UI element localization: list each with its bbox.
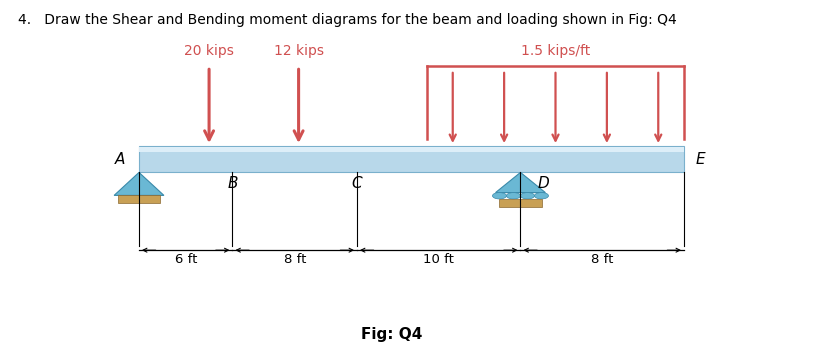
Text: 10 ft: 10 ft: [423, 253, 454, 266]
Circle shape: [520, 192, 534, 199]
Text: B: B: [227, 176, 238, 191]
Circle shape: [506, 192, 520, 199]
Polygon shape: [114, 172, 164, 195]
Text: 4.   Draw the Shear and Bending moment diagrams for the beam and loading shown i: 4. Draw the Shear and Bending moment dia…: [18, 13, 676, 27]
Text: 8 ft: 8 ft: [283, 253, 305, 266]
Text: 12 kips: 12 kips: [274, 43, 324, 57]
Bar: [117, 195, 161, 203]
Text: E: E: [695, 151, 704, 167]
Text: 8 ft: 8 ft: [590, 253, 613, 266]
Text: 20 kips: 20 kips: [184, 43, 233, 57]
Bar: [139, 147, 683, 152]
Text: 6 ft: 6 ft: [174, 253, 197, 266]
Bar: [499, 199, 541, 207]
Text: Fig: Q4: Fig: Q4: [361, 327, 422, 342]
Text: A: A: [115, 151, 124, 167]
Circle shape: [534, 192, 548, 199]
Circle shape: [492, 192, 506, 199]
Polygon shape: [495, 172, 545, 192]
Text: D: D: [537, 176, 549, 191]
Text: C: C: [351, 176, 362, 191]
Bar: [139, 146, 683, 172]
Text: 1.5 kips/ft: 1.5 kips/ft: [520, 43, 590, 57]
